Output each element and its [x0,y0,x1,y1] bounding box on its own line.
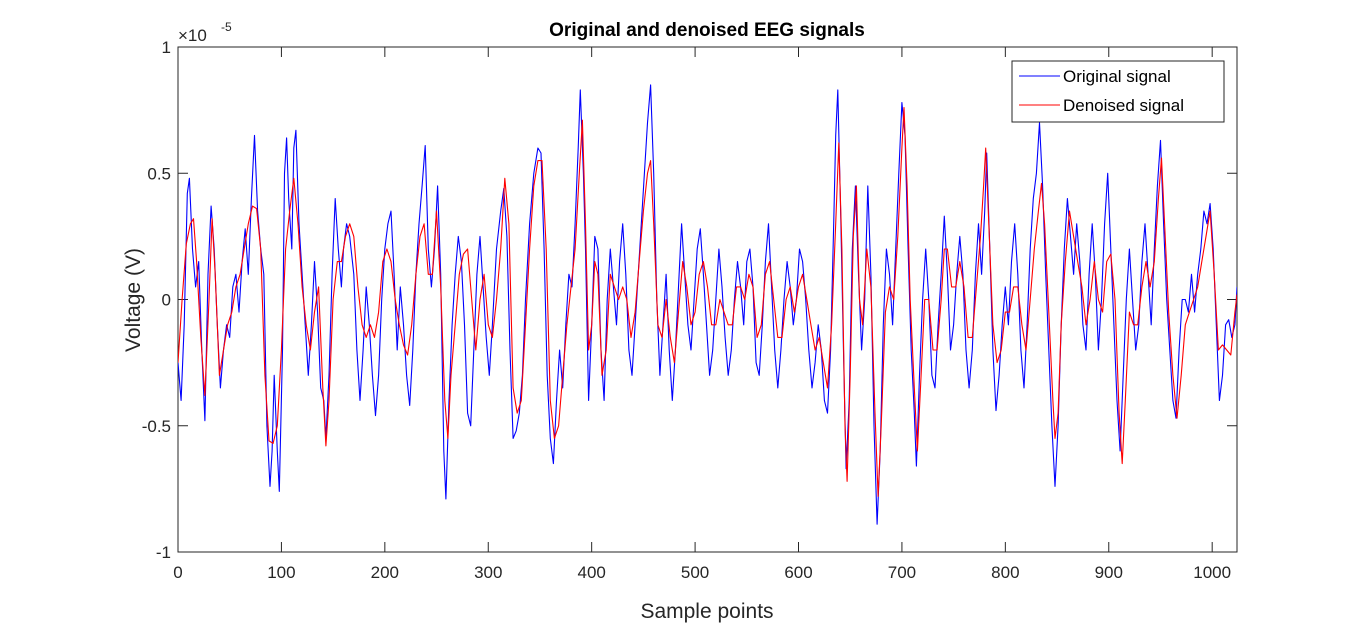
y-axis-label: Voltage (V) [122,248,145,352]
y-tick-label: 1 [162,38,171,57]
y-exponent-base: ×10 [178,26,207,45]
x-tick-label: 0 [173,563,182,582]
x-tick-label: 700 [888,563,916,582]
x-tick-label: 400 [577,563,605,582]
x-tick-label: 600 [784,563,812,582]
axes-box [177,46,1238,553]
x-tick-label: 100 [267,563,295,582]
y-exponent-power: -5 [221,20,232,34]
x-tick-label: 200 [371,563,399,582]
y-tick-label: -0.5 [142,417,171,436]
series-line-denoised [178,107,1237,497]
x-tick-label: 300 [474,563,502,582]
chart-title: Original and denoised EEG signals [549,20,865,41]
y-tick-label: 0 [162,291,171,310]
y-tick-label: -1 [156,543,171,562]
x-tick-label: 900 [1095,563,1123,582]
x-tick-label: 1000 [1193,563,1231,582]
x-axis-label: Sample points [640,600,773,623]
legend: Original signal Denoised signal [1011,60,1225,123]
legend-label-denoised: Denoised signal [1063,96,1184,115]
x-tick-label: 800 [991,563,1019,582]
y-tick-label: 0.5 [147,164,171,183]
legend-box [1011,60,1225,123]
plot-area: 0 100 200 300 400 500 600 700 800 900 1000 -1 -0.5 0 0… [142,38,1238,582]
legend-label-original: Original signal [1063,67,1171,86]
x-tick-label: 500 [681,563,709,582]
